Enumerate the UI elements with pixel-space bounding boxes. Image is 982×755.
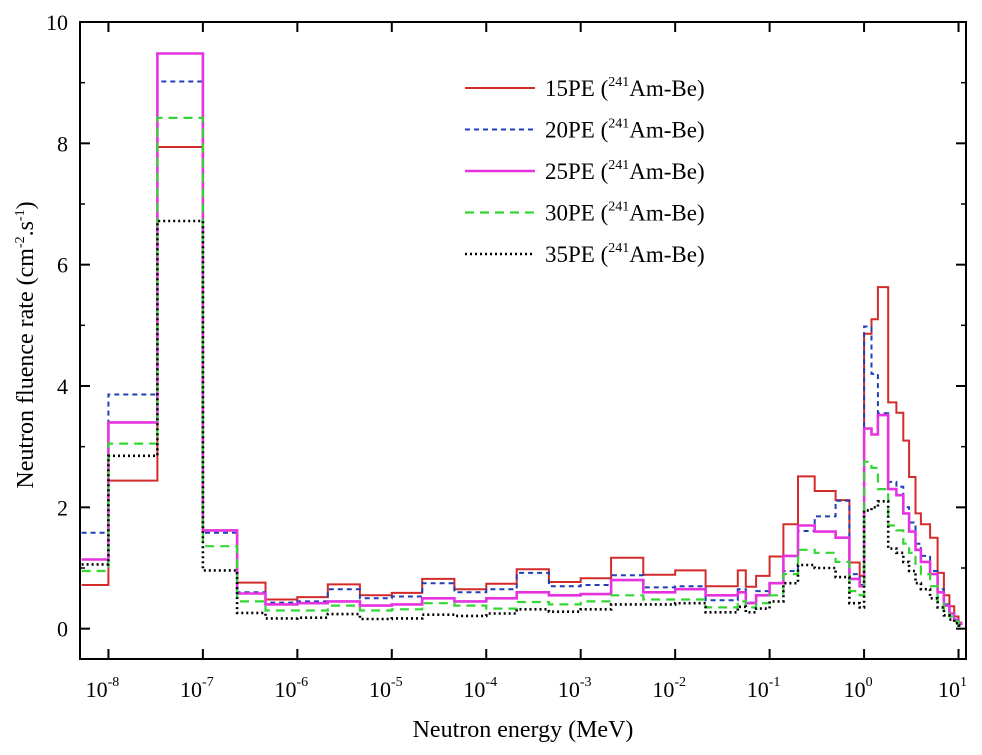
x-tick-exp-3: -5 bbox=[391, 675, 403, 690]
legend-name-2: 20PE ( bbox=[545, 118, 608, 143]
legend-name-3: 25PE ( bbox=[545, 159, 608, 184]
y-tick-label-5: 10 bbox=[46, 10, 68, 35]
series-line-1 bbox=[81, 146, 963, 624]
y-title-part-2: .s bbox=[13, 221, 39, 236]
x-tick-label-2: 10-6 bbox=[275, 675, 309, 702]
series-layer bbox=[81, 52, 963, 627]
x-tick-base-8: 10 bbox=[844, 677, 866, 702]
series-line-3 bbox=[81, 52, 963, 626]
legend-name-4: 30PE ( bbox=[545, 201, 608, 226]
legend-sup-1: 241 bbox=[608, 75, 629, 90]
x-tick-label-8: 100 bbox=[844, 675, 873, 702]
y-axis-title: Neutron fluence rate (cm-2.s-1) bbox=[13, 201, 39, 488]
x-tick-base-0: 10 bbox=[86, 677, 108, 702]
series-line-5 bbox=[81, 219, 963, 627]
legend-sup-3: 241 bbox=[608, 158, 629, 173]
x-tick-label-9: 101 bbox=[938, 675, 967, 702]
x-tick-base-2: 10 bbox=[275, 677, 297, 702]
legend-label-5: 35PE (241Am-Be) bbox=[545, 241, 705, 267]
x-tick-base-7: 10 bbox=[747, 677, 769, 702]
x-tick-base-1: 10 bbox=[180, 677, 202, 702]
x-tick-exp-1: -7 bbox=[202, 675, 214, 690]
legend-name-1: 15PE ( bbox=[545, 76, 608, 101]
x-tick-exp-0: -8 bbox=[108, 675, 120, 690]
legend-sup-4: 241 bbox=[608, 200, 629, 215]
y-title-sup-2: -1 bbox=[13, 209, 28, 221]
x-tick-label-4: 10-4 bbox=[463, 675, 497, 702]
legend-suffix-2: Am-Be) bbox=[629, 118, 704, 143]
x-tick-base-6: 10 bbox=[652, 677, 674, 702]
x-tick-base-5: 10 bbox=[558, 677, 580, 702]
legend-suffix-5: Am-Be) bbox=[629, 242, 704, 267]
y-title-part-3: ) bbox=[13, 201, 39, 209]
legend-suffix-1: Am-Be) bbox=[629, 76, 704, 101]
x-tick-label-6: 10-2 bbox=[652, 675, 686, 702]
series-line-4 bbox=[81, 116, 963, 627]
legend-sup-5: 241 bbox=[608, 241, 629, 256]
x-tick-exp-9: 1 bbox=[960, 675, 967, 690]
y-tick-label-1: 2 bbox=[57, 495, 68, 520]
y-tick-label-3: 6 bbox=[57, 253, 68, 278]
legend-suffix-4: Am-Be) bbox=[629, 201, 704, 226]
legend: 15PE (241Am-Be)20PE (241Am-Be)25PE (241A… bbox=[465, 75, 705, 267]
x-tick-label-5: 10-3 bbox=[558, 675, 592, 702]
legend-suffix-3: Am-Be) bbox=[629, 159, 704, 184]
x-tick-label-1: 10-7 bbox=[180, 675, 214, 702]
x-tick-exp-5: -3 bbox=[580, 675, 592, 690]
x-tick-exp-2: -6 bbox=[297, 675, 309, 690]
y-tick-label-2: 4 bbox=[57, 374, 68, 399]
y-title-part-1: Neutron fluence rate (cm bbox=[13, 248, 39, 489]
legend-label-4: 30PE (241Am-Be) bbox=[545, 200, 705, 226]
x-tick-base-3: 10 bbox=[369, 677, 391, 702]
x-tick-exp-4: -4 bbox=[485, 675, 497, 690]
y-tick-label-0: 0 bbox=[57, 617, 68, 642]
x-tick-label-7: 10-1 bbox=[747, 675, 781, 702]
plot-frame bbox=[79, 21, 967, 660]
legend-name-5: 35PE ( bbox=[545, 242, 608, 267]
x-axis-title: Neutron energy (MeV) bbox=[413, 717, 634, 743]
x-tick-base-9: 10 bbox=[938, 677, 960, 702]
x-tick-base-4: 10 bbox=[463, 677, 485, 702]
x-tick-exp-6: -2 bbox=[674, 675, 686, 690]
x-tick-label-3: 10-5 bbox=[369, 675, 403, 702]
legend-label-3: 25PE (241Am-Be) bbox=[545, 158, 705, 184]
y-title-sup-1: -2 bbox=[13, 236, 28, 248]
x-tick-exp-7: -1 bbox=[769, 675, 781, 690]
legend-label-1: 15PE (241Am-Be) bbox=[545, 75, 705, 101]
x-tick-label-0: 10-8 bbox=[86, 675, 120, 702]
legend-label-2: 20PE (241Am-Be) bbox=[545, 117, 705, 143]
x-tick-exp-8: 0 bbox=[866, 675, 873, 690]
legend-sup-2: 241 bbox=[608, 117, 629, 132]
y-tick-label-4: 8 bbox=[57, 131, 68, 156]
